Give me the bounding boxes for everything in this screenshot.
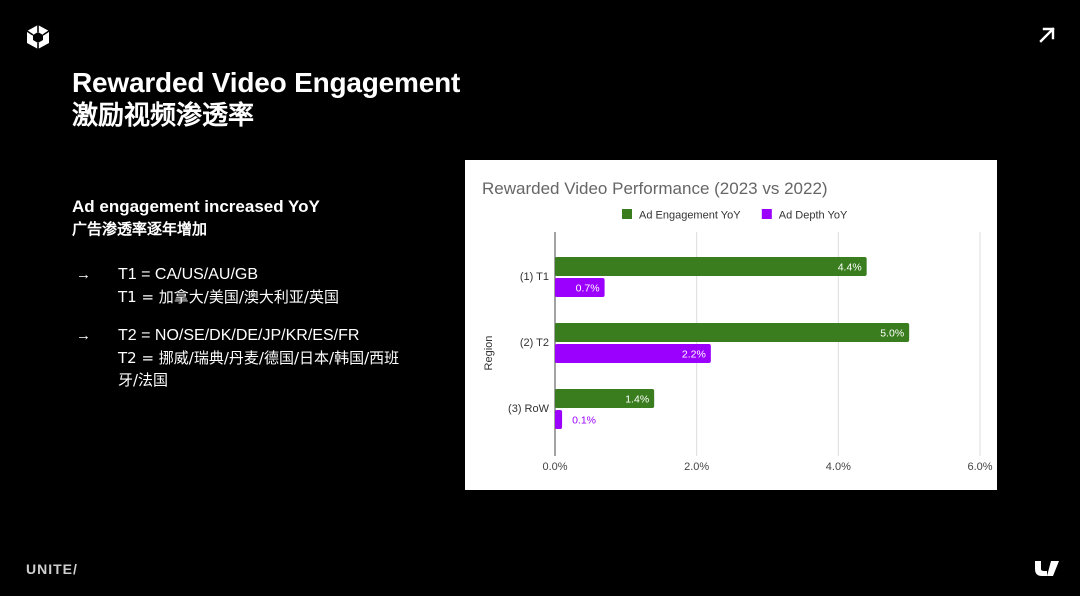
unite-brand-logo: UNITE/ [26, 561, 78, 577]
bullet-t1-line-2: T1 = 加拿大/美国/澳大利亚/英国 [118, 288, 339, 306]
chart-title: Rewarded Video Performance (2023 vs 2022… [482, 179, 828, 198]
bar-0-2 [555, 389, 655, 408]
data-label-0-2: 1.4% [625, 394, 649, 406]
legend-label-0: Ad Engagement YoY [639, 210, 741, 222]
bar-1-0 [555, 278, 605, 297]
page-subtitle: 激励视频渗透率 [72, 101, 255, 131]
x-tick-label-1: 2.0% [684, 461, 709, 473]
section-heading-cn: 广告渗透率逐年增加 [72, 220, 208, 238]
bar-1-2 [555, 410, 563, 429]
x-tick-label-2: 4.0% [826, 461, 851, 473]
bullet-t2-line-1: T2 = NO/SE/DK/DE/JP/KR/ES/FR [118, 327, 360, 344]
legend-swatch-1 [761, 209, 772, 219]
data-label-1-1: 2.2% [682, 349, 706, 361]
category-label-1: (2) T2 [520, 337, 549, 349]
unity-cube-icon [26, 25, 50, 49]
arrow-right-icon: → [76, 266, 91, 283]
x-tick-label-0: 0.0% [542, 461, 567, 473]
arrow-up-right-icon[interactable] [1036, 24, 1058, 46]
bar-chart: Rewarded Video Performance (2023 vs 2022… [482, 179, 993, 473]
x-tick-label-3: 6.0% [967, 461, 992, 473]
category-label-0: (1) T1 [520, 271, 549, 283]
data-label-0-1: 5.0% [880, 328, 904, 340]
arrow-right-icon: → [76, 327, 91, 344]
category-label-2: (3) RoW [508, 403, 550, 415]
page-title: Rewarded Video Engagement [72, 67, 461, 98]
legend-label-1: Ad Depth YoY [779, 210, 848, 222]
data-label-1-2: 0.1% [572, 415, 596, 427]
bullet-t2-line-2: T2 = 挪威/瑞典/丹麦/德国/日本/韩国/西班牙/法国 [118, 349, 400, 389]
section-heading: Ad engagement increased YoY [72, 197, 320, 216]
bullet-t1-line-1: T1 = CA/US/AU/GB [118, 266, 259, 283]
unity-u-logo-icon [1035, 561, 1059, 576]
bar-0-1 [555, 323, 910, 342]
y-axis-label: Region [483, 336, 495, 371]
legend-swatch-0 [622, 209, 632, 219]
data-label-0-0: 4.4% [838, 262, 862, 274]
bar-1-1 [555, 344, 711, 363]
data-label-1-0: 0.7% [576, 283, 600, 295]
bar-0-0 [555, 257, 867, 276]
chart-panel: Rewarded Video Performance (2023 vs 2022… [465, 160, 997, 490]
